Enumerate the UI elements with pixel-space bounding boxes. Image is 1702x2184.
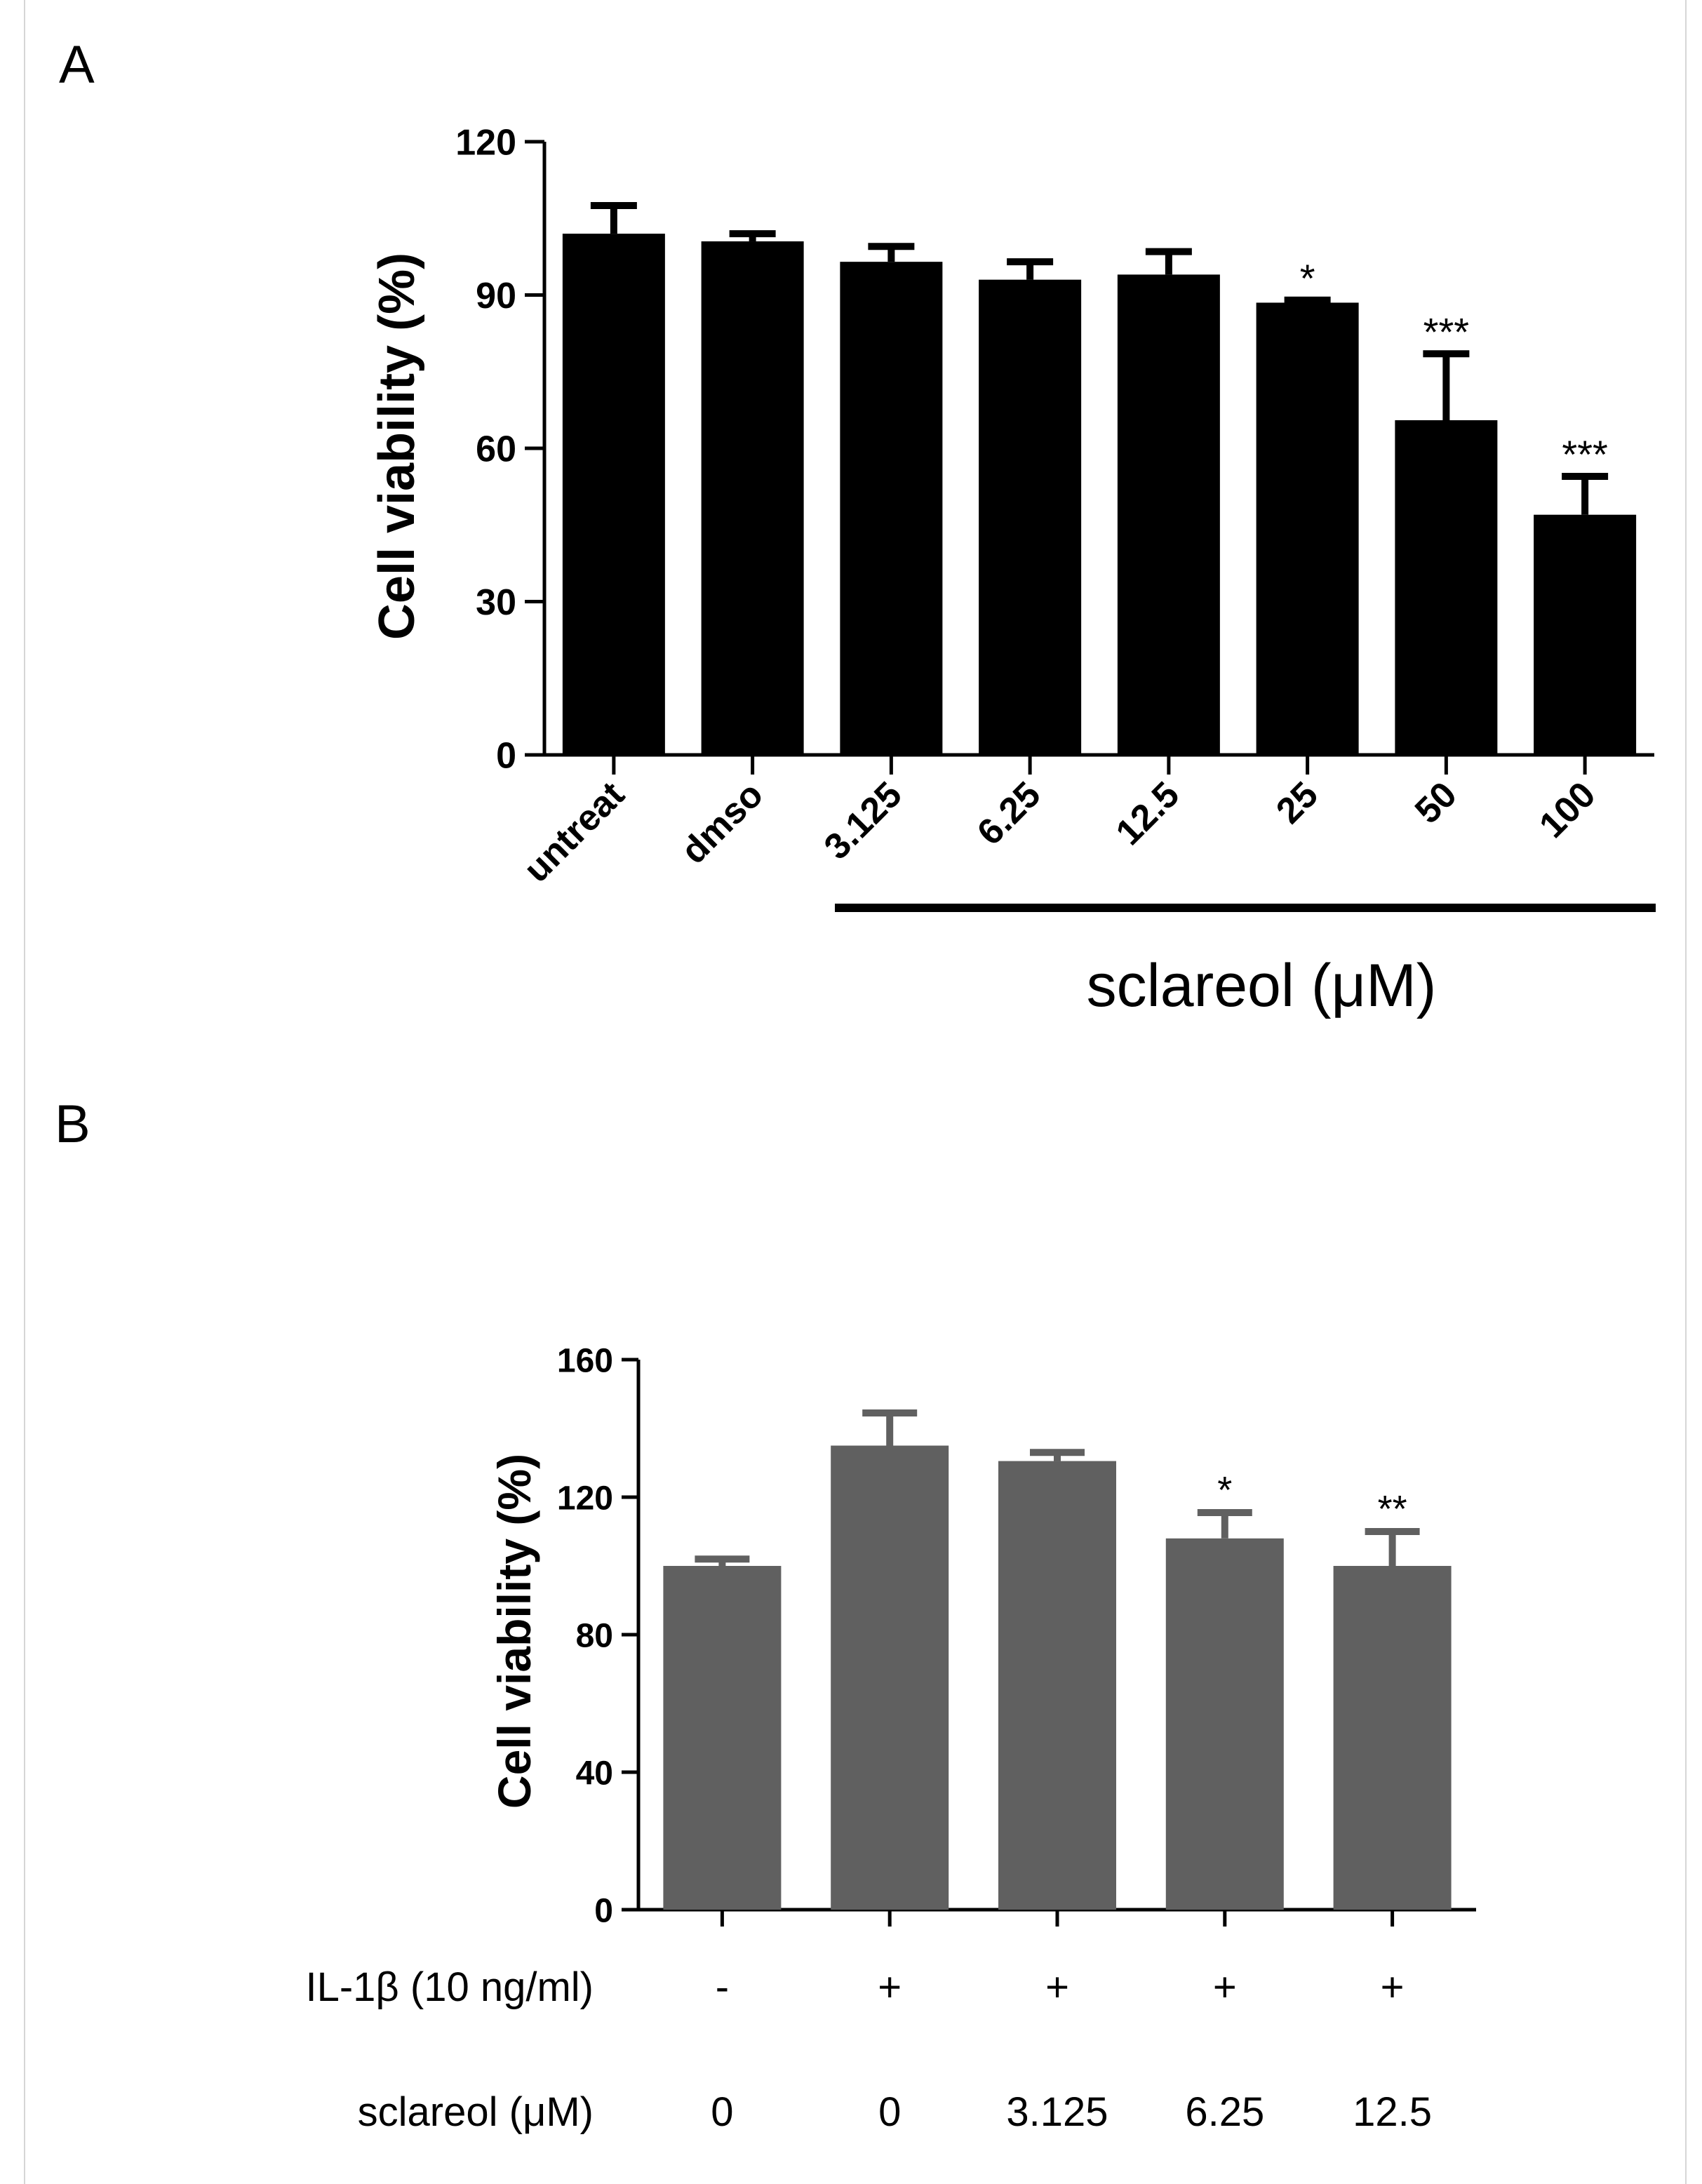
condition-value: +: [1381, 1964, 1405, 2010]
right-page-border: [1685, 0, 1687, 2184]
x-category-label: dmso: [674, 774, 771, 871]
y-tick-label: 40: [576, 1755, 613, 1792]
x-category-label: 50: [1407, 774, 1465, 831]
bar: [1256, 302, 1359, 755]
significance-marker: ***: [1423, 309, 1469, 354]
condition-value: +: [878, 1964, 902, 2010]
bar: [1395, 420, 1498, 755]
condition-value: -: [716, 1964, 729, 2010]
y-tick-label: 0: [594, 1892, 613, 1929]
panel-label-b: B: [55, 1094, 91, 1154]
significance-marker: **: [1378, 1488, 1407, 1530]
condition-row-label: sclareol (μM): [358, 2089, 594, 2135]
bar: [831, 1445, 949, 1910]
bar: [663, 1566, 782, 1910]
x-category-label: 12.5: [1108, 774, 1188, 853]
x-category-label: untreat: [516, 774, 633, 890]
x-category-label: 100: [1532, 774, 1603, 845]
bar: [998, 1461, 1116, 1910]
bar: [562, 234, 665, 756]
x-category-label: 25: [1268, 774, 1326, 831]
y-axis-label-b: Cell viability (%): [488, 1454, 540, 1809]
condition-value: 12.5: [1353, 2089, 1432, 2135]
bar: [1165, 1538, 1284, 1910]
y-tick-label: 160: [557, 1342, 613, 1379]
bar: [701, 241, 804, 755]
condition-value: +: [1213, 1964, 1237, 2010]
y-tick-label: 60: [476, 429, 516, 470]
y-tick-label: 30: [476, 582, 516, 623]
bar: [840, 262, 943, 755]
significance-marker: *: [1217, 1469, 1232, 1511]
panel-b-condition-table: IL-1β (10 ng/ml) - + + + + sclareol (μM) 0 0 3.12…: [305, 1964, 1432, 2135]
sclareol-group-label-a: sclareol (μM): [1087, 952, 1437, 1019]
y-tick-label: 0: [496, 736, 516, 777]
y-tick-label: 90: [476, 276, 516, 316]
left-page-border: [24, 0, 25, 2184]
bar: [1333, 1566, 1452, 1910]
condition-value: 0: [878, 2089, 901, 2135]
x-category-label: 6.25: [970, 774, 1049, 853]
y-axis-label-a: Cell viability (%): [369, 253, 425, 640]
y-tick-label: 120: [455, 123, 516, 163]
y-tick-label: 80: [576, 1617, 613, 1654]
bar: [1117, 274, 1220, 755]
panel-label-a: A: [59, 35, 95, 95]
bar: [1534, 514, 1637, 755]
significance-marker: ***: [1562, 432, 1607, 476]
condition-value: 6.25: [1185, 2089, 1264, 2135]
condition-value: 3.125: [1006, 2089, 1108, 2135]
y-tick-label: 120: [557, 1480, 613, 1517]
significance-marker: *: [1300, 256, 1315, 300]
panel-a-chart: 0 30 60 90 120 untreat dmso 3.125 6.25 12.5 * 25 ***…: [455, 123, 1654, 890]
condition-value: +: [1045, 1964, 1069, 2010]
condition-row-label: IL-1β (10 ng/ml): [305, 1964, 594, 2010]
bar: [979, 279, 1082, 755]
x-category-label: 3.125: [817, 774, 910, 867]
condition-value: 0: [711, 2089, 733, 2135]
